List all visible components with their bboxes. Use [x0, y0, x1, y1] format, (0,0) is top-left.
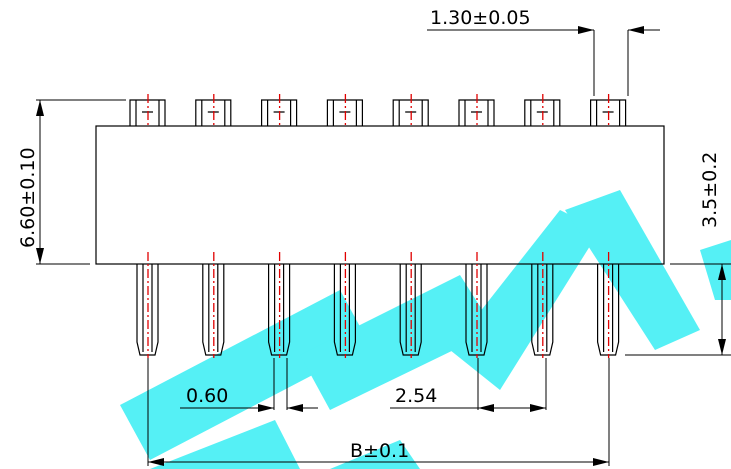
watermark: [120, 190, 731, 469]
pin-width-label: 1.30±0.05: [430, 7, 531, 29]
header-body: [95, 125, 665, 265]
body-height-label: 6.60±0.10: [17, 147, 39, 248]
pins: [129, 94, 627, 358]
dimension-lines: [36, 26, 731, 466]
overall-span-label: B±0.1: [350, 440, 409, 462]
pitch-label: 2.54: [395, 385, 437, 407]
pin-thickness-label: 0.60: [186, 385, 228, 407]
pin-length-label: 3.5±0.2: [699, 152, 721, 228]
